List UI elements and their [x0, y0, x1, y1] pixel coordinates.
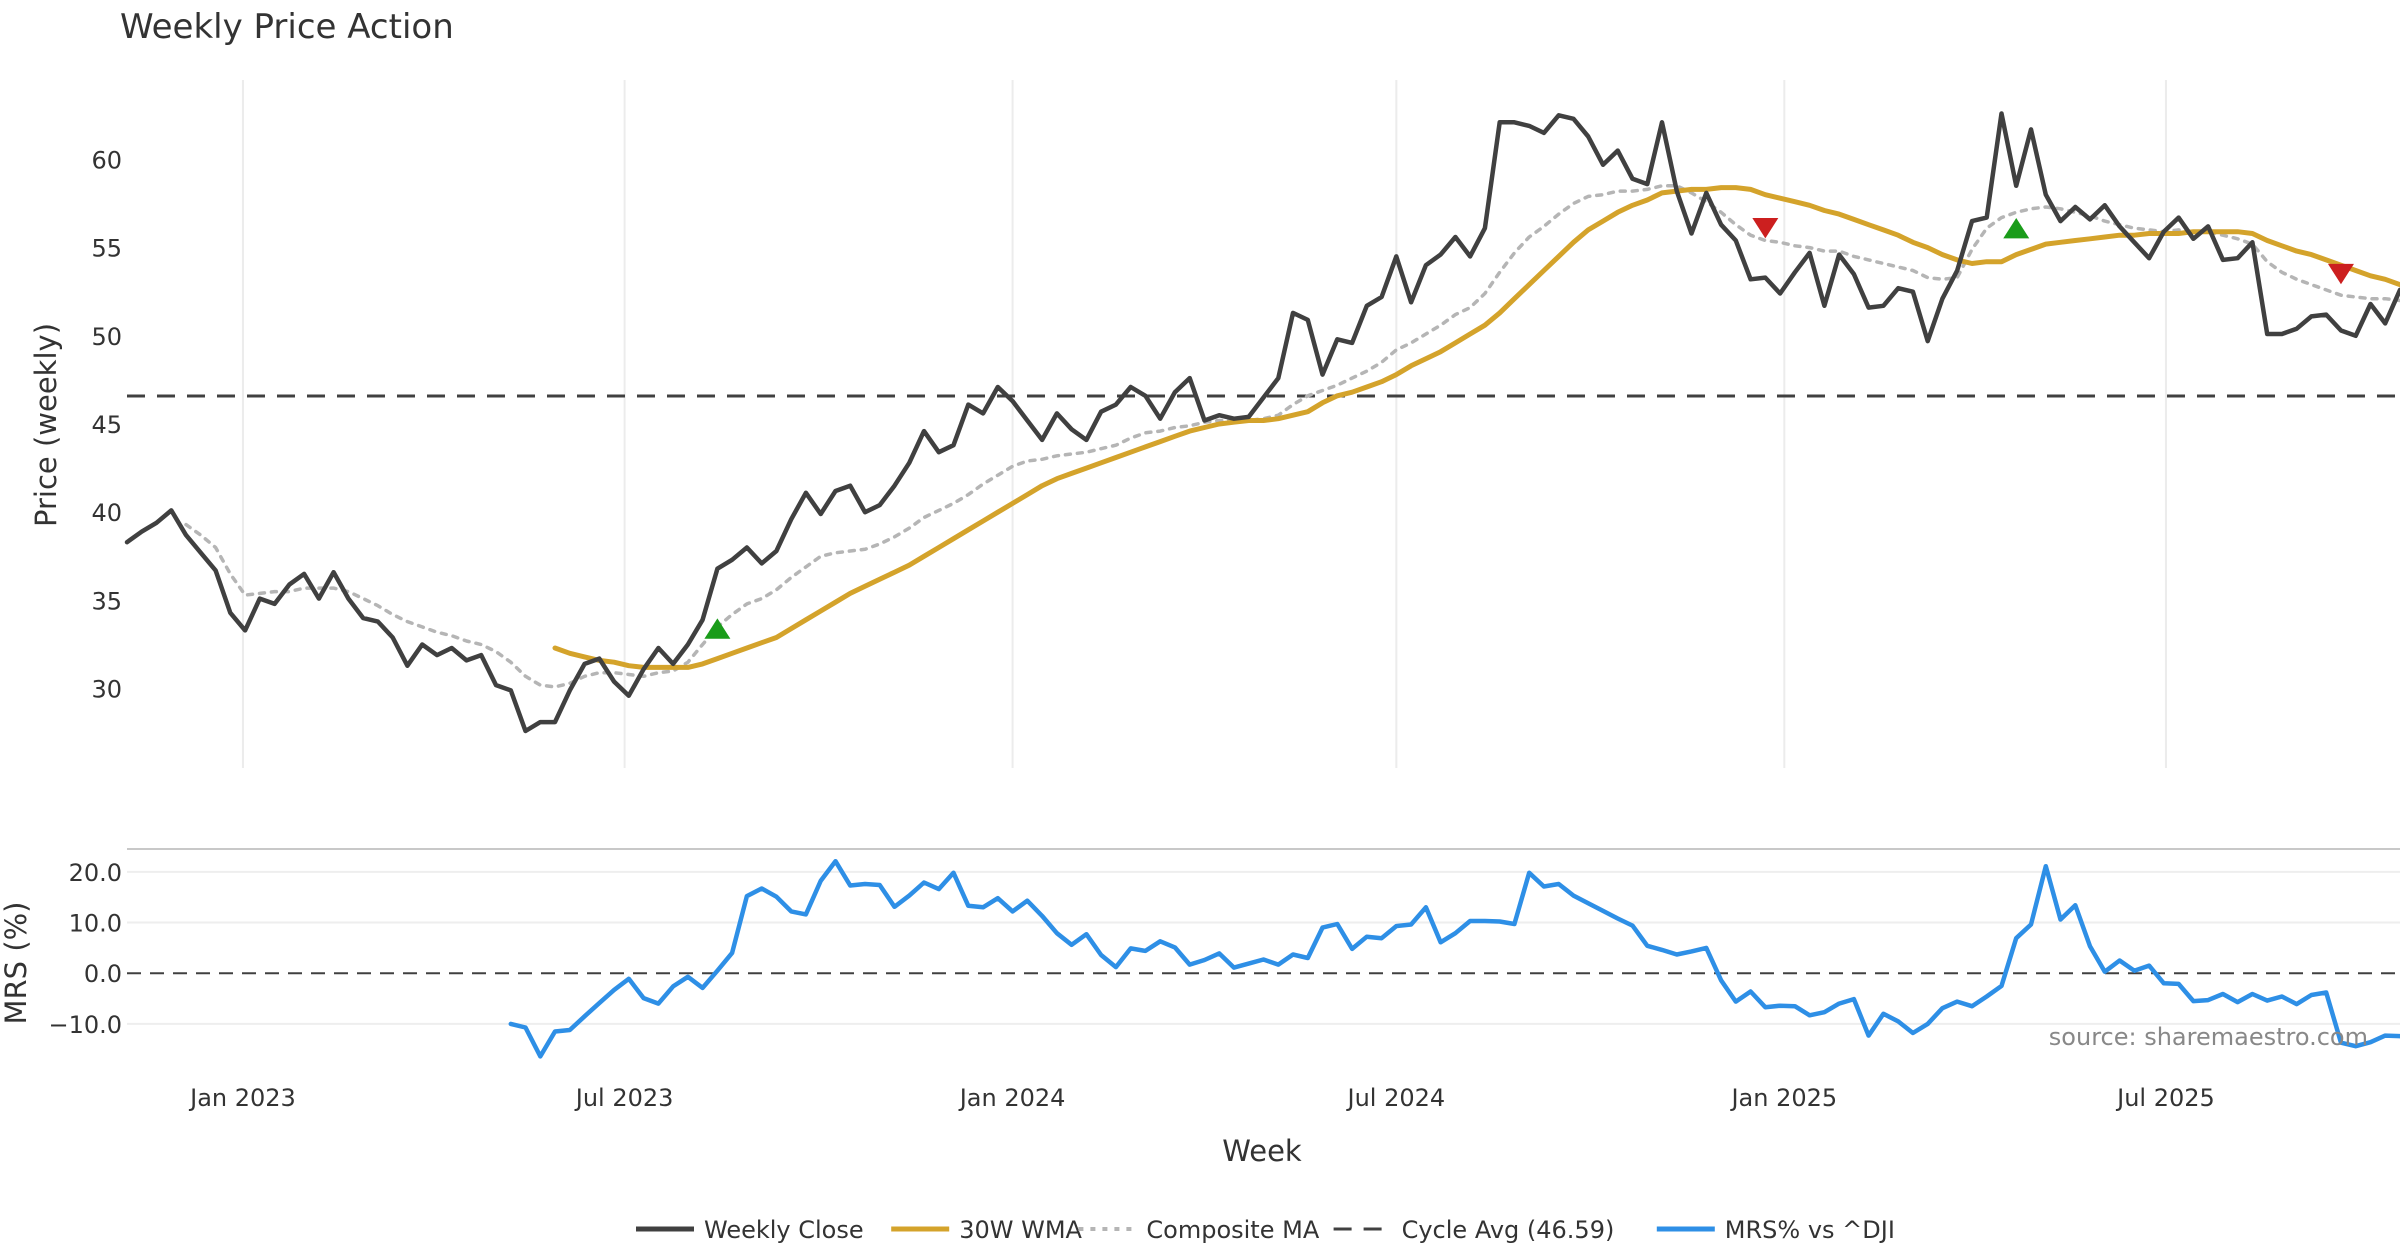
- price-y-ticks: 30 35 40 45 50 55 60: [91, 146, 122, 703]
- legend-label-composite-ma: Composite MA: [1146, 1216, 1319, 1244]
- price-y-tick-label: 35: [91, 587, 122, 615]
- x-tick-label: Jan 2024: [958, 1084, 1066, 1112]
- mrs-panel: 20.0 10.0 0.0 −10.0 MRS (%) source: sharema…: [0, 848, 2400, 1059]
- price-series: [124, 111, 2400, 734]
- x-tick-label: Jan 2023: [188, 1084, 296, 1112]
- legend-label-weekly-close: Weekly Close: [704, 1216, 864, 1244]
- price-y-axis-label: Price (weekly): [29, 323, 63, 527]
- sell-signal-marker: [1752, 218, 1779, 239]
- legend: Weekly Close 30W WMA Composite MA Cycle Avg…: [636, 1216, 1895, 1244]
- price-y-tick-label: 55: [91, 235, 122, 263]
- price-gridlines: [241, 80, 2167, 768]
- price-y-tick-label: 50: [91, 323, 122, 351]
- x-tick-label: Jan 2025: [1729, 1084, 1837, 1112]
- series-30w-wma-line: [552, 185, 2400, 670]
- x-tick-label: Jul 2023: [574, 1084, 674, 1112]
- mrs-y-tick-label: 0.0: [84, 960, 122, 988]
- mrs-y-tick-label: −10.0: [48, 1011, 122, 1039]
- chart-title: Weekly Price Action: [120, 7, 454, 47]
- mrs-y-tick-label: 20.0: [69, 859, 122, 887]
- price-y-tick-label: 45: [91, 411, 122, 439]
- legend-label-30w-wma: 30W WMA: [959, 1216, 1082, 1244]
- series-composite-ma-line: [184, 184, 2400, 689]
- x-axis-label: Week: [1222, 1134, 1302, 1168]
- price-panel: 30 35 40 45 50 55 60 Price (weekly): [29, 80, 2400, 768]
- mrs-series: [508, 858, 2400, 1059]
- x-tick-label: Jul 2025: [2115, 1084, 2215, 1112]
- buy-signal-marker: [704, 618, 731, 639]
- legend-label-cycle-avg-46-59: Cycle Avg (46.59): [1402, 1216, 1615, 1244]
- price-y-tick-label: 60: [91, 146, 122, 174]
- x-axis-ticks: Jan 2023 Jul 2023 Jan 2024 Jul 2024 Jan 2025…: [188, 1084, 2215, 1112]
- price-y-tick-label: 40: [91, 499, 122, 527]
- mrs-y-ticks: 20.0 10.0 0.0 −10.0: [48, 859, 122, 1039]
- mrs-gridlines: [127, 870, 2400, 1025]
- legend-label-mrs-vs-dji: MRS% vs ^DJI: [1725, 1216, 1895, 1244]
- signal-markers: [704, 217, 2354, 639]
- series-mrs-line: [508, 858, 2400, 1059]
- sell-signal-marker: [2327, 263, 2354, 285]
- mrs-y-tick-label: 10.0: [69, 910, 122, 938]
- mrs-y-axis-label: MRS (%): [0, 902, 33, 1025]
- x-tick-label: Jul 2024: [1346, 1084, 1446, 1112]
- buy-signal-marker: [2003, 217, 2030, 239]
- price-y-tick-label: 30: [91, 676, 122, 704]
- series-weekly-close-line: [124, 111, 2400, 734]
- source-note: source: sharemaestro.com: [2049, 1023, 2368, 1051]
